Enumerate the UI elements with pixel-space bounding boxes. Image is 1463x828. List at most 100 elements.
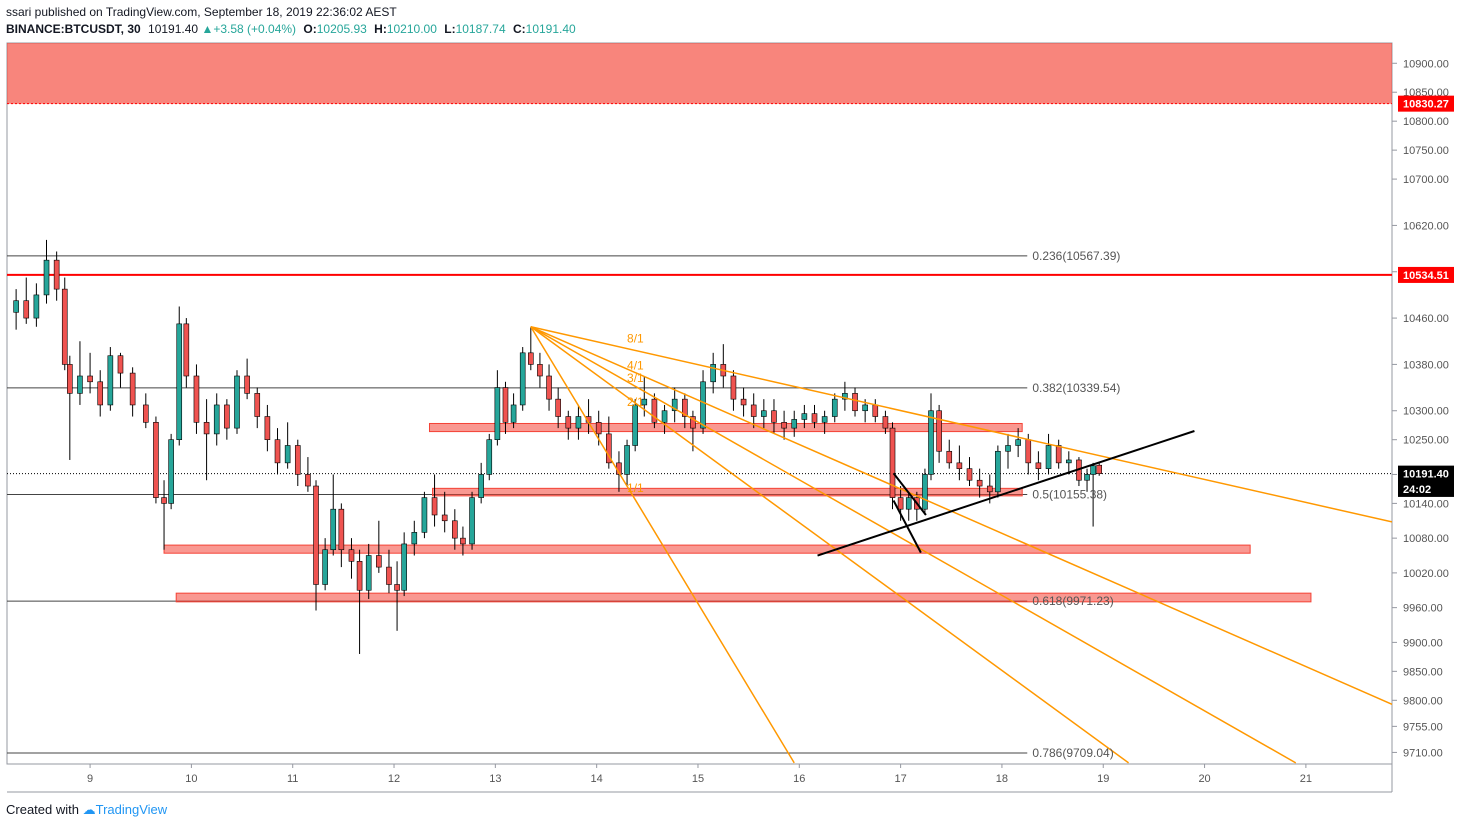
candle-body (510, 404, 517, 423)
candle (294, 439, 301, 487)
candle (264, 404, 271, 452)
ohlc-legend: BINANCE:BTCUSDT, 30 10191.40 ▲+3.58 (+0.… (6, 22, 576, 36)
candle-body (469, 497, 475, 545)
candle (1035, 451, 1042, 481)
price-change: +3.58 (+0.04%) (213, 22, 297, 36)
gann-fan-label: 3/1 (627, 371, 644, 385)
candle-body (791, 419, 798, 429)
candle-body (143, 404, 149, 423)
price-axis-label: 10140.00 (1403, 498, 1449, 510)
price-axis-label: 10800.00 (1403, 116, 1449, 128)
candle-body (322, 549, 328, 585)
open-label: O: (303, 22, 317, 36)
candle (632, 399, 638, 452)
fib-level-label: 0.5(10155.38) (1032, 487, 1107, 501)
candle-body (431, 497, 438, 516)
candle-body (213, 404, 220, 435)
candle-body (224, 404, 230, 429)
published-line: ssari published on TradingView.com, Sept… (6, 5, 397, 19)
candle-body (1065, 459, 1072, 464)
candle-body (13, 300, 19, 313)
candle-body (274, 439, 281, 464)
candle-body (176, 323, 183, 440)
price-axis-label: 9850.00 (1403, 666, 1443, 678)
candle (771, 399, 777, 434)
candle (161, 480, 167, 550)
price-axis-label: 10620.00 (1403, 220, 1449, 232)
candle-body (661, 410, 668, 423)
tradingview-brand[interactable]: TradingView (95, 802, 168, 817)
gann-fan-ray (530, 326, 795, 764)
candle-body (831, 398, 838, 417)
candle-body (946, 450, 953, 464)
candle-body (365, 555, 372, 591)
candle-body (441, 514, 448, 522)
candle (606, 416, 612, 469)
candle (254, 387, 261, 429)
candle-body (1090, 465, 1096, 475)
candle (682, 393, 688, 429)
candle-body (761, 410, 767, 417)
time-axis-label: 12 (388, 773, 400, 785)
candle (1096, 462, 1102, 476)
candle (97, 370, 104, 417)
support-zone (432, 487, 1023, 497)
candle-body (460, 537, 466, 545)
candle (494, 370, 501, 446)
candle (546, 364, 552, 411)
candle (193, 364, 200, 434)
candle (710, 352, 716, 394)
top-resistance-zone (7, 43, 1392, 104)
candle-body (710, 364, 716, 383)
candle-body (77, 375, 83, 394)
candle (61, 277, 68, 371)
candle-body (821, 416, 828, 423)
gann-fan-ray (530, 326, 1130, 764)
candle (946, 439, 953, 469)
candle (313, 480, 319, 611)
candle-body (882, 416, 889, 429)
candle (811, 404, 818, 429)
candle (1084, 468, 1090, 492)
candle-body (183, 323, 190, 377)
candle-body (1035, 462, 1042, 469)
candle (376, 520, 382, 573)
trend-line (892, 500, 922, 554)
candle-body (781, 422, 787, 429)
candle (53, 251, 60, 301)
candle (502, 381, 509, 434)
candle-body (338, 508, 345, 551)
time-axis-label: 13 (489, 773, 501, 785)
candle-body (671, 398, 678, 412)
last-price: 10191.40 (148, 22, 199, 36)
candle (889, 422, 896, 510)
price-axis-label: 10900.00 (1403, 58, 1449, 70)
candle (431, 474, 438, 527)
candle (831, 393, 838, 423)
candle (1090, 462, 1096, 527)
candle-body (928, 410, 934, 475)
time-axis-label: 9 (87, 773, 93, 785)
candle-body (537, 364, 543, 377)
price-axis-label: 10020.00 (1403, 568, 1449, 580)
close-label: C: (512, 22, 526, 36)
candle (1045, 433, 1052, 475)
candle (330, 474, 337, 556)
gann-fan-label: 2/1 (627, 395, 644, 409)
candle (1015, 428, 1021, 458)
candle-body (986, 485, 993, 493)
candle-body (595, 422, 602, 435)
candle (421, 491, 428, 539)
price-axis-tag-label: 10191.40 (1403, 469, 1449, 481)
fib-level-label: 0.618(9971.23) (1032, 594, 1113, 608)
trend-line (817, 430, 1195, 557)
price-axis-label: 10300.00 (1403, 406, 1449, 418)
candle-body (348, 549, 355, 562)
up-arrow-icon: ▲ (201, 22, 214, 36)
candle-body (411, 532, 418, 545)
fib-level-label: 0.786(9709.04) (1032, 746, 1113, 760)
price-axis-label: 10700.00 (1403, 174, 1449, 186)
time-axis-label: 11 (287, 773, 298, 785)
candle-body (842, 393, 848, 400)
